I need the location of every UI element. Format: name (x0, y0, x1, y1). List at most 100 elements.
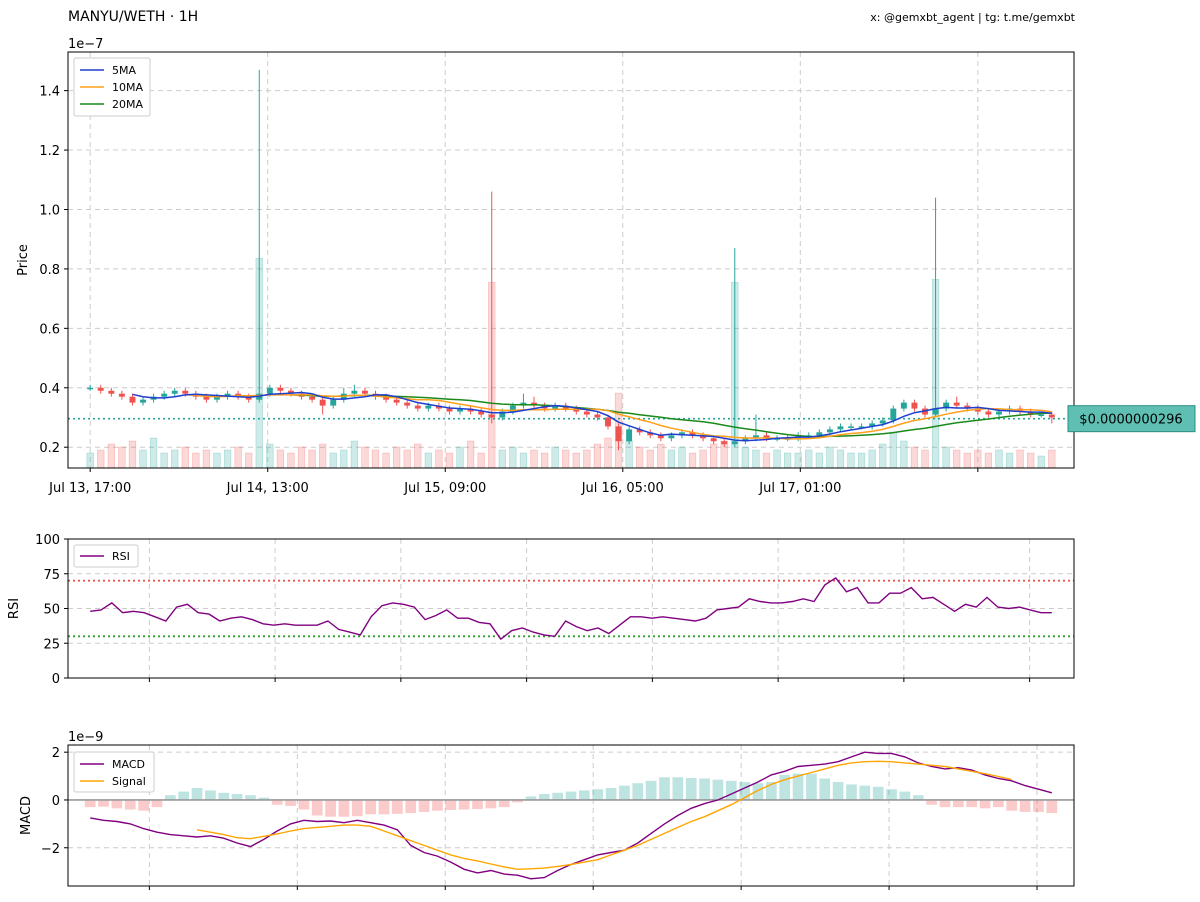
candle-body (499, 411, 506, 418)
candle-body (689, 432, 696, 436)
legend-label: RSI (112, 550, 130, 563)
candle-body (330, 399, 337, 406)
macd-histogram-bar (645, 780, 657, 800)
candle-body (678, 432, 685, 436)
volume-bar (245, 452, 253, 469)
macd-histogram-bar (699, 778, 710, 800)
candle-body (467, 408, 474, 412)
macd-histogram-bar (579, 790, 590, 800)
legend-box (73, 544, 139, 568)
candle-body (1048, 414, 1055, 418)
macd-histogram-bar (392, 799, 403, 814)
macd-histogram-bar (832, 782, 844, 800)
macd-histogram-bar (752, 783, 764, 800)
macd-histogram-bar (912, 795, 924, 800)
volume-bar (857, 452, 866, 469)
volume-bar (699, 449, 707, 469)
candle-body (140, 399, 146, 403)
macd-exponent: 1e−9 (68, 730, 103, 745)
price-ylabel: Price (16, 244, 31, 276)
volume-bar (773, 449, 781, 469)
volume-bar (646, 449, 654, 469)
candle-body (478, 411, 485, 415)
macd-histogram-bar (271, 799, 283, 805)
volume-bar (910, 446, 919, 469)
macd-histogram-bar (685, 777, 697, 800)
candle-body (858, 426, 865, 428)
macd-histogram-bar (498, 799, 510, 808)
legend-label: MACD (112, 758, 145, 771)
macd-histogram-bar (765, 782, 777, 800)
candle-body (224, 393, 231, 397)
volume-bar (1048, 449, 1056, 469)
macd-histogram-bar (966, 799, 978, 808)
candle-body (414, 405, 421, 409)
candle-body (826, 429, 833, 433)
volume-bar (128, 440, 137, 469)
volume-bar (678, 446, 686, 469)
macd-histogram-bar (151, 799, 163, 808)
candle-body (869, 423, 876, 427)
macd-histogram-bar (552, 792, 563, 800)
macd-histogram-bar (445, 799, 457, 811)
volume-bar (519, 452, 528, 469)
volume-bar (984, 452, 993, 469)
macd-histogram-bar (111, 799, 123, 809)
candle-body (383, 396, 390, 400)
macd-histogram-bar (792, 773, 804, 800)
candle-body (985, 411, 992, 415)
macd-ytick-label: 2 (52, 746, 60, 761)
candle-body (647, 432, 654, 436)
volume-bar (287, 452, 295, 469)
volume-bar (1037, 455, 1045, 469)
volume-bar (974, 449, 982, 469)
price-ytick-label: 0.2 (39, 441, 60, 456)
macd-histogram-bar (338, 799, 350, 817)
volume-bar (762, 452, 771, 469)
volume-bar (530, 449, 538, 469)
macd-histogram-bar (886, 789, 897, 800)
candle-body (932, 408, 939, 415)
price-ytick-label: 0.6 (39, 322, 60, 337)
candle-body (266, 387, 273, 394)
price-xtick-label: Jul 15, 09:00 (403, 481, 486, 496)
volume-bar (889, 431, 897, 469)
macd-histogram-bar (485, 799, 497, 809)
macd-histogram-bar (124, 799, 136, 810)
volume-bar (900, 440, 908, 469)
candle-body (657, 435, 664, 439)
candle-body (763, 435, 770, 439)
macd-histogram-bar (993, 799, 1004, 808)
candle-body (605, 417, 611, 427)
volume-bar (836, 449, 845, 469)
candle-body (435, 405, 442, 409)
volume-bar (921, 449, 929, 469)
macd-histogram-bar (311, 799, 323, 816)
rsi-legend: RSI (73, 544, 139, 568)
volume-bar (424, 452, 432, 469)
candle-body (457, 408, 464, 412)
candle-body (848, 426, 854, 428)
volume-bar (710, 443, 718, 469)
candle-body (118, 393, 125, 397)
macd-histogram-bar (191, 788, 203, 800)
candle-body (108, 390, 115, 394)
volume-bar (382, 452, 390, 469)
macd-histogram-bar (952, 799, 964, 808)
macd-histogram-bar (819, 778, 831, 800)
volume-bar (963, 452, 971, 469)
macd-ytick-label: −2 (41, 842, 60, 857)
volume-bar (815, 452, 823, 469)
rsi-ytick-label: 0 (52, 672, 60, 687)
candle-body (87, 387, 94, 390)
rsi-ytick-label: 75 (43, 568, 60, 583)
candle-body (182, 390, 189, 394)
volume-bar (192, 452, 200, 469)
price-ytick-label: 0.4 (39, 382, 60, 397)
macd-histogram-bar (899, 791, 911, 800)
macd-histogram-bar (605, 788, 617, 800)
legend-label: 5MA (112, 64, 136, 77)
volume-bar (1005, 452, 1014, 469)
rsi-frame (67, 538, 1075, 679)
macd-histogram-bar (632, 783, 644, 800)
